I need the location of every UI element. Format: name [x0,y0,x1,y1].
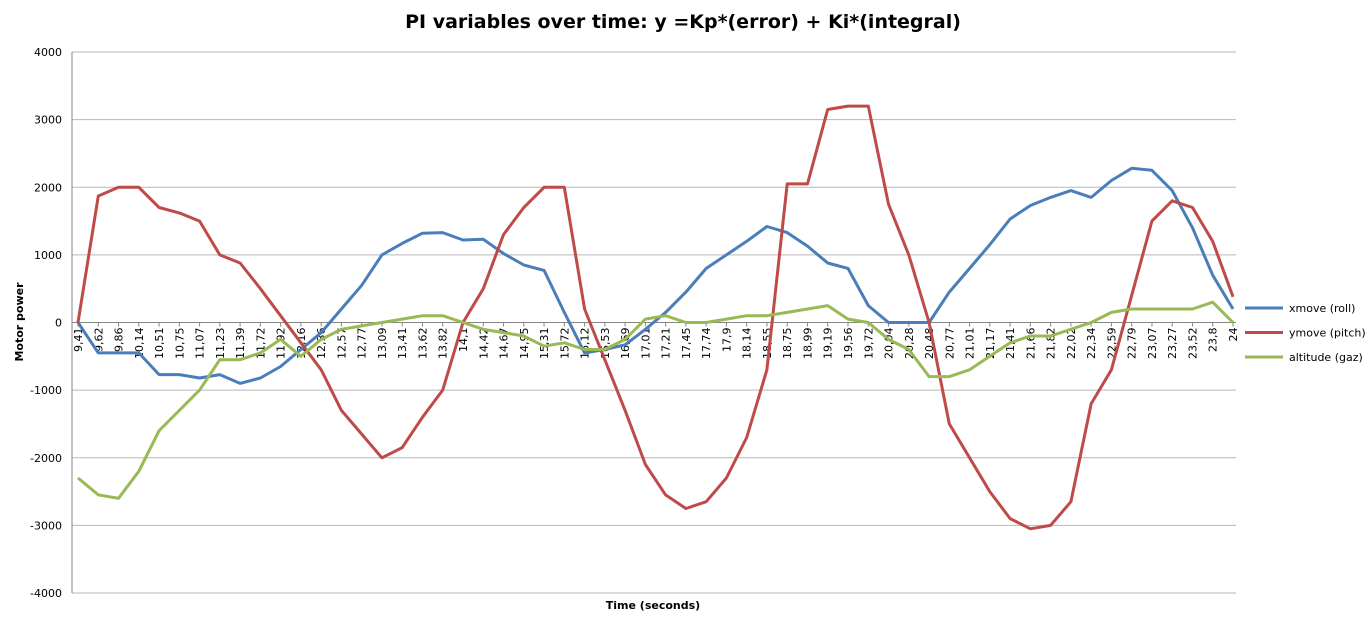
legend-label: xmove (roll) [1289,302,1355,315]
x-tick-label: 14,42 [477,328,490,360]
x-axis-label: Time (seconds) [606,599,700,612]
x-tick-label: 18,14 [741,328,754,360]
x-tick-label: 22,02 [1065,328,1078,360]
x-tick-label: 9,86 [113,328,126,353]
y-axis-label: Motor power [13,282,26,362]
x-tick-label: 11,23 [214,328,227,360]
x-tick-label: 21,01 [964,328,977,360]
y-tick-label: 1000 [34,249,62,262]
x-tick-label: 12,77 [356,328,369,360]
x-tick-label: 10,51 [153,328,166,360]
series-line [76,166,1235,385]
x-tick-label: 17,21 [660,328,673,360]
x-tick-label: 19,56 [842,328,855,360]
x-tick-label: 21,82 [1045,328,1058,360]
y-tick-label: 2000 [34,181,62,194]
x-tick-label: 14,67 [498,328,511,360]
legend-label: altitude (gaz) [1289,351,1363,364]
x-tick-label: 11,39 [234,328,247,360]
x-tick-label: 10,14 [133,328,146,360]
x-tick-label: 13,09 [376,328,389,360]
x-tick-label: 15,31 [538,328,551,360]
x-tick-label: 14,95 [518,328,531,360]
series-line [76,104,1235,531]
y-tick-label: -2000 [30,452,62,465]
legend-label: ymove (pitch) [1289,327,1366,340]
x-tick-label: 9,62 [92,328,105,353]
x-tick-label: 12,57 [335,328,348,360]
x-tick-label: 17,45 [680,328,693,360]
x-tick-label: 22,79 [1126,328,1139,360]
x-tick-label: 19,72 [862,328,875,360]
x-tick-label: 17,9 [720,328,733,353]
x-tick-label: 23,07 [1146,328,1159,360]
chart-title: PI variables over time: y =Kp*(error) + … [405,11,961,33]
x-tick-label: 11,92 [275,328,288,360]
y-tick-label: -4000 [30,587,62,600]
x-tick-label: 23,8 [1207,328,1220,353]
x-tick-label: 17,74 [700,328,713,360]
x-tick-label: 20,28 [903,328,916,360]
x-tick-label: 17,01 [639,328,652,360]
x-tick-label: 18,99 [801,328,814,360]
x-tick-label: 23,52 [1186,328,1199,360]
x-tick-label: 9,41 [72,328,85,353]
x-tick-label: 10,75 [173,328,186,360]
x-tick-label: 21,17 [984,328,997,360]
x-tick-label: 11,07 [194,328,207,360]
x-tick-label: 23,27 [1166,328,1179,360]
y-tick-label: 4000 [34,46,62,59]
x-tick-label: 18,75 [781,328,794,360]
x-tick-label: 16,53 [599,328,612,360]
series-line [77,300,1235,500]
x-tick-label: 13,41 [396,328,409,360]
x-tick-label: 24 [1227,328,1240,342]
x-tick-label: 20,77 [943,328,956,360]
x-tick-label: 13,62 [416,328,429,360]
y-tick-label: 0 [55,317,62,330]
x-tick-label: 19,19 [822,328,835,360]
y-tick-label: -1000 [30,384,62,397]
x-tick-label: 13,82 [437,328,450,360]
x-tick-label: 22,34 [1085,328,1098,360]
y-tick-label: 3000 [34,114,62,127]
x-tick-label: 21,66 [1024,328,1037,360]
y-tick-label: -3000 [30,519,62,532]
